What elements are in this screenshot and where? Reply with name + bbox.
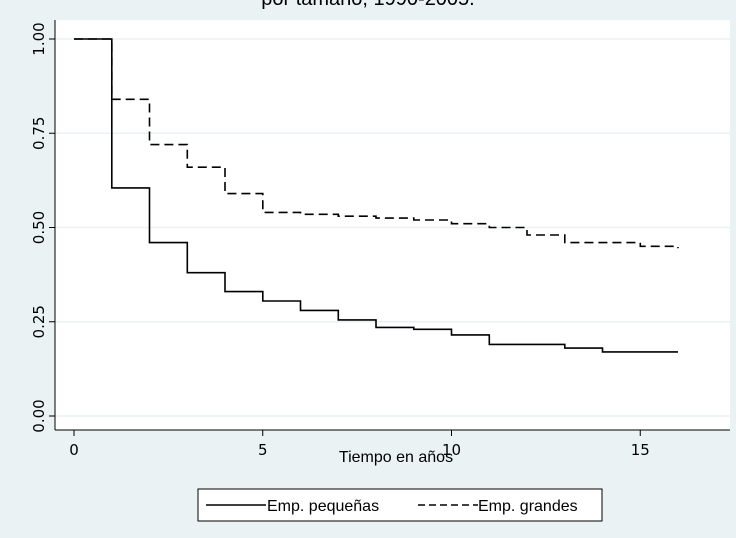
ticks: 0.00 0.25 0.50 0.75 1.00 0 5 10 15	[30, 22, 650, 459]
series-line-grandes	[74, 38, 679, 249]
y-tick-label: 0.50	[30, 211, 48, 244]
y-tick-label: 1.00	[30, 22, 48, 55]
x-tick-label: 15	[631, 441, 650, 459]
chart-title: por tamaño, 1990-2005.	[0, 0, 736, 11]
x-tick-label: 10	[442, 441, 461, 459]
axes	[54, 20, 730, 431]
x-tick-label: 5	[258, 441, 268, 459]
legend-label-grandes: Emp. grandes	[478, 498, 578, 515]
legend: Emp. pequeñas Emp. grandes	[197, 488, 603, 522]
x-axis-title: Tiempo en años	[339, 449, 453, 466]
series	[74, 38, 679, 353]
grid	[55, 38, 730, 417]
y-tick-label: 0.25	[30, 305, 48, 338]
y-tick-label: 0.75	[30, 117, 48, 150]
y-tick-label: 0.00	[30, 399, 48, 432]
plot-area	[55, 20, 730, 430]
series-line-pequenas	[74, 38, 678, 353]
x-tick-label: 0	[69, 441, 79, 459]
legend-label-pequenas: Emp. pequeñas	[267, 498, 379, 515]
